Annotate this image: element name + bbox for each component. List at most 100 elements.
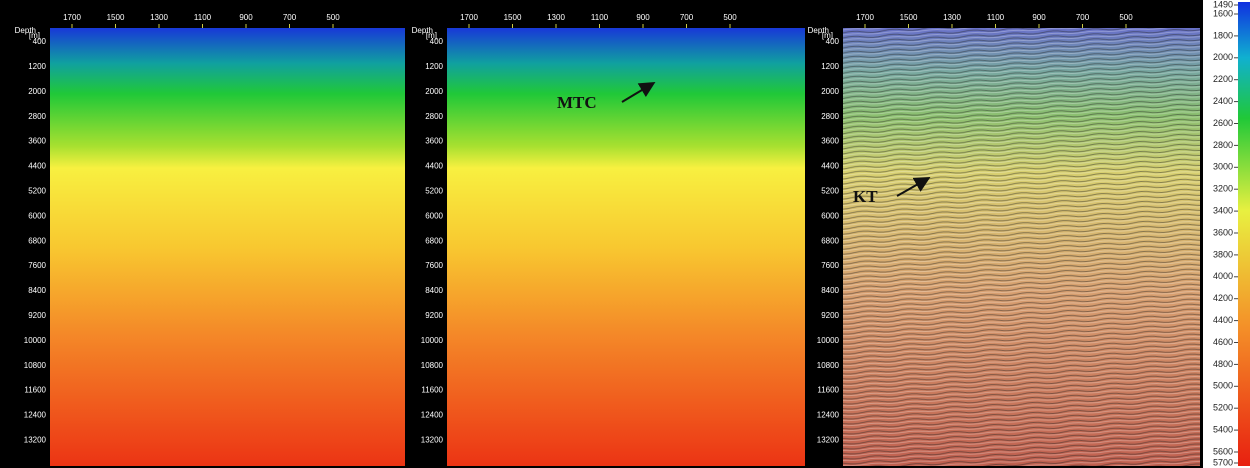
y-tick-label: 10000 [24,336,47,345]
x-tick-label: 1300 [150,13,168,22]
y-tick-label: 2000 [425,87,443,96]
y-tick-label: 1200 [425,62,443,71]
y-tick-label: 2800 [821,112,839,121]
colorbar-tick-label: 3000 [1213,162,1233,172]
colorbar-tick-label: 4000 [1213,271,1233,281]
y-tick-label: 2000 [821,87,839,96]
colorbar-tick-label: 2200 [1213,74,1233,84]
colorbar-tick-label: 2000 [1213,52,1233,62]
y-tick-label: 10000 [817,336,840,345]
y-tick-label: 2800 [425,112,443,121]
x-tick-label: 1100 [987,13,1005,22]
y-tick-label: 12400 [421,411,444,420]
y-tick-label: 10800 [817,361,840,370]
y-tick-label: 1200 [821,62,839,71]
colorbar-tick-label: 4800 [1213,359,1233,369]
colorbar-tick-label: 2800 [1213,140,1233,150]
y-tick-label: 7600 [425,261,443,270]
y-tick-label: 13200 [421,436,444,445]
y-tick-label: 3600 [425,137,443,146]
velocity-section [447,28,805,466]
y-tick-label: 3600 [28,137,46,146]
colorbar-tick-label: 2400 [1213,96,1233,106]
y-tick-label: 10800 [421,361,444,370]
colorbar-tick-label: 4400 [1213,315,1233,325]
x-tick-label: 1500 [107,13,125,22]
x-tick-label: 1500 [504,13,522,22]
y-tick-label: 8400 [425,286,443,295]
y-axis-title: [m] [29,31,40,40]
y-tick-label: 12400 [817,411,840,420]
x-tick-label: 1500 [900,13,918,22]
colorbar: 1490160018002000220024002600280030003200… [1203,0,1250,468]
x-tick-label: 1100 [194,13,212,22]
colorbar-tick-label: 5200 [1213,403,1233,413]
y-tick-label: 5200 [821,187,839,196]
x-tick-label: 1300 [943,13,961,22]
y-tick-label: 10800 [24,361,47,370]
y-tick-label: 10000 [421,336,444,345]
annotation: MTC [557,93,597,112]
y-tick-label: 6800 [821,236,839,245]
x-tick-label: 700 [680,13,694,22]
y-tick-label: 9200 [28,311,46,320]
colorbar-tick-label: 4600 [1213,337,1233,347]
y-tick-label: 12400 [24,411,47,420]
y-tick-label: 9200 [821,311,839,320]
y-tick-label: 7600 [821,261,839,270]
colorbar-tick-label: 5600 [1213,446,1233,456]
figure: 1490160018002000220024002600280030003200… [0,0,1250,468]
y-tick-label: 1200 [28,62,46,71]
x-tick-label: 500 [1119,13,1133,22]
y-tick-label: 2800 [28,112,46,121]
y-tick-label: 4400 [28,162,46,171]
y-tick-label: 11600 [817,386,839,395]
x-tick-label: 900 [239,13,253,22]
x-tick-label: 1100 [591,13,609,22]
x-tick-label: 500 [723,13,737,22]
y-tick-label: 4400 [425,162,443,171]
y-tick-label: 13200 [817,436,840,445]
y-tick-label: 6800 [425,236,443,245]
y-tick-label: 8400 [821,286,839,295]
y-tick-label: 4400 [821,162,839,171]
y-tick-label: 6000 [425,211,443,220]
y-tick-label: 2000 [28,87,46,96]
seismic-overlay [843,28,1200,466]
y-tick-label: 11600 [24,386,46,395]
colorbar-tick-label: 3800 [1213,249,1233,259]
colorbar-tick-label: 1600 [1213,8,1233,18]
y-tick-label: 5200 [28,187,46,196]
y-axis-title: [m] [426,31,437,40]
colorbar-tick-label: 3600 [1213,227,1233,237]
y-tick-label: 11600 [421,386,443,395]
y-tick-label: 6800 [28,236,46,245]
x-tick-label: 700 [283,13,297,22]
colorbar-tick-label: 5700 [1213,457,1233,467]
colorbar-tick-label: 3400 [1213,205,1233,215]
colorbar-tick-label: 1800 [1213,30,1233,40]
colorbar-scale [1238,2,1250,466]
annotation: KT [853,187,878,206]
y-tick-label: 9200 [425,311,443,320]
colorbar-tick-label: 5000 [1213,381,1233,391]
velocity-section [50,28,405,466]
x-tick-label: 500 [326,13,340,22]
y-tick-label: 13200 [24,436,47,445]
y-tick-label: 6000 [821,211,839,220]
x-tick-label: 1300 [547,13,565,22]
x-tick-label: 1700 [856,13,874,22]
y-tick-label: 7600 [28,261,46,270]
colorbar-tick-label: 3200 [1213,184,1233,194]
colorbar-tick-label: 2600 [1213,118,1233,128]
y-axis-title: [m] [822,31,833,40]
colorbar-tick-label: 4200 [1213,293,1233,303]
x-tick-label: 1700 [63,13,81,22]
x-tick-label: 900 [636,13,650,22]
colorbar-tick-label: 5400 [1213,424,1233,434]
y-tick-label: 8400 [28,286,46,295]
x-tick-label: 700 [1076,13,1090,22]
x-tick-label: 900 [1032,13,1046,22]
y-tick-label: 3600 [821,137,839,146]
x-tick-label: 1700 [460,13,478,22]
